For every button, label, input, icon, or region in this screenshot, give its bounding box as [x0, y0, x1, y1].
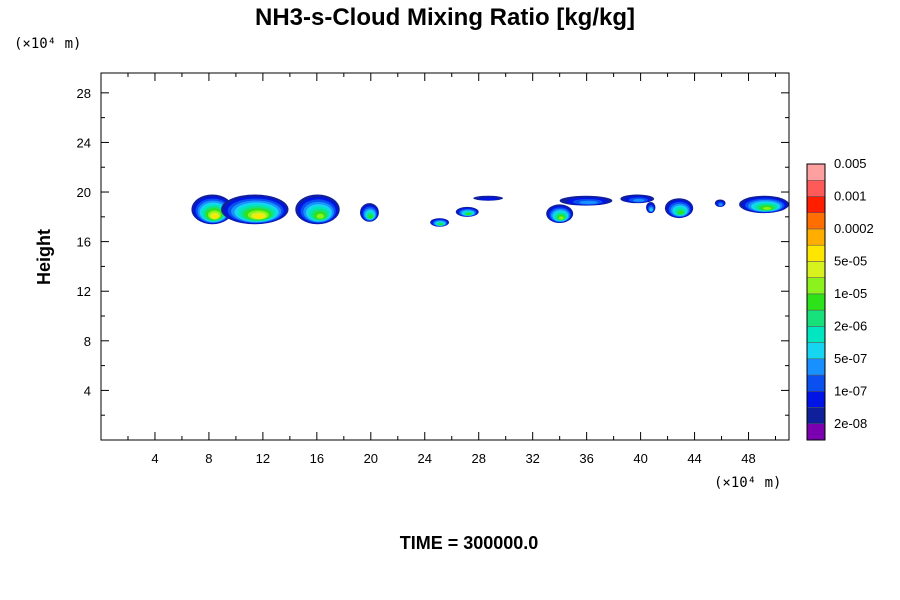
- cloud-band: [212, 214, 218, 219]
- colorbar-swatch: [806, 244, 826, 262]
- cloud-patch: [430, 218, 450, 227]
- cloud-patch: [473, 195, 504, 201]
- y-tick-label: 24: [77, 135, 91, 150]
- colorbar-swatch: [806, 163, 826, 181]
- cloud-patch: [559, 195, 613, 206]
- plot-frame: [100, 72, 790, 441]
- cloud-patch: [714, 199, 726, 207]
- colorbar-swatch: [806, 196, 826, 213]
- x-tick-label: 36: [579, 451, 593, 466]
- y-tick-label: 16: [77, 235, 91, 250]
- cloud-patch: [455, 206, 479, 217]
- colorbar-swatch: [806, 423, 826, 441]
- colorbar-label: 0.005: [834, 156, 867, 171]
- y-axis-label: Height: [34, 229, 54, 285]
- colorbar-swatch: [806, 391, 826, 408]
- colorbar-label: 1e-05: [834, 286, 867, 301]
- colorbar-swatch: [806, 261, 826, 278]
- y-tick-label: 4: [84, 383, 91, 398]
- cloud-band: [466, 213, 471, 216]
- cloud-patch: [646, 201, 656, 214]
- colorbar-label: 5e-07: [834, 351, 867, 366]
- x-tick-label: 40: [633, 451, 647, 466]
- cloud-band: [633, 198, 645, 202]
- y-tick-label: 12: [77, 284, 91, 299]
- chart-title: NH3-s-Cloud Mixing Ratio [kg/kg]: [255, 4, 635, 31]
- cloud-patch: [221, 194, 289, 225]
- cloud-patch: [191, 194, 234, 225]
- cloud-band: [479, 197, 499, 201]
- colorbar-swatch: [806, 293, 826, 311]
- cloud-band: [316, 213, 325, 219]
- x-tick-label: 44: [687, 451, 701, 466]
- x-unit-label: (×10⁴ m): [714, 475, 781, 491]
- cloud-band: [649, 208, 653, 212]
- colorbar-swatch: [806, 228, 826, 246]
- colorbar-swatch: [806, 342, 826, 360]
- cloud-patch: [620, 194, 655, 204]
- y-tick-label: 20: [77, 185, 91, 200]
- colorbar-frame: [806, 163, 826, 441]
- x-tick-label: 4: [151, 451, 158, 466]
- cloud-patch: [360, 203, 379, 222]
- colorbar-swatch: [806, 358, 826, 376]
- cloud-band: [559, 216, 564, 220]
- colorbar-label: 0.001: [834, 188, 867, 203]
- x-tick-label: 24: [418, 451, 432, 466]
- colorbar-swatch: [806, 212, 826, 230]
- x-tick-label: 8: [205, 451, 212, 466]
- colorbar-swatch: [806, 277, 826, 295]
- x-tick-label: 28: [471, 451, 485, 466]
- cloud-patch: [546, 204, 574, 224]
- colorbar: 2e-08 1e-07 5e-07 2e-06 1e-05 5e-05 0.0002 0.00…: [806, 156, 874, 441]
- colorbar-label: 2e-08: [834, 416, 867, 431]
- time-label: TIME = 300000.0: [400, 533, 539, 553]
- cloud-band: [254, 214, 264, 219]
- colorbar-label: 1e-07: [834, 383, 867, 398]
- x-tick-label: 20: [364, 451, 378, 466]
- cloud-band: [579, 200, 598, 205]
- cloud-band: [368, 214, 373, 219]
- cloud-field: [191, 194, 789, 227]
- cloud-patch: [739, 195, 789, 214]
- y-unit-label: (×10⁴ m): [14, 36, 81, 52]
- colorbar-swatch: [806, 407, 826, 425]
- cloud-band: [763, 206, 772, 210]
- y-tick-label: 28: [77, 86, 91, 101]
- colorbar-swatch: [806, 179, 826, 197]
- colorbar-label: 5e-05: [834, 253, 867, 268]
- cloud-patch: [295, 194, 340, 225]
- x-tick-label: 48: [741, 451, 755, 466]
- colorbar-swatch: [806, 326, 826, 343]
- cloud-band: [439, 223, 443, 226]
- colorbar-swatch: [806, 309, 826, 327]
- colorbar-label: 0.0002: [834, 221, 874, 236]
- cloud-band: [718, 203, 723, 206]
- cloud-band: [678, 210, 684, 215]
- cloud-patch: [664, 198, 694, 219]
- x-tick-label: 32: [525, 451, 539, 466]
- x-tick-label: 12: [256, 451, 270, 466]
- colorbar-label: 2e-06: [834, 318, 867, 333]
- x-tick-label: 16: [310, 451, 324, 466]
- y-tick-label: 8: [84, 334, 91, 349]
- colorbar-swatch: [806, 374, 826, 392]
